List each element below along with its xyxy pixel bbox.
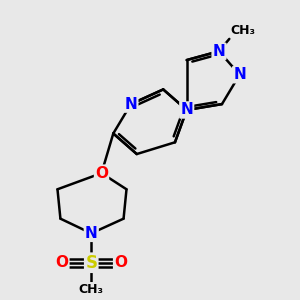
Text: N: N xyxy=(213,44,225,59)
Text: O: O xyxy=(56,255,68,270)
Text: CH₃: CH₃ xyxy=(79,283,104,296)
Text: N: N xyxy=(180,103,193,118)
Text: N: N xyxy=(85,226,98,241)
Text: O: O xyxy=(114,255,127,270)
Text: N: N xyxy=(124,97,137,112)
Text: CH₃: CH₃ xyxy=(231,24,256,38)
Text: S: S xyxy=(85,254,97,272)
Text: O: O xyxy=(95,166,108,181)
Text: N: N xyxy=(233,67,246,82)
